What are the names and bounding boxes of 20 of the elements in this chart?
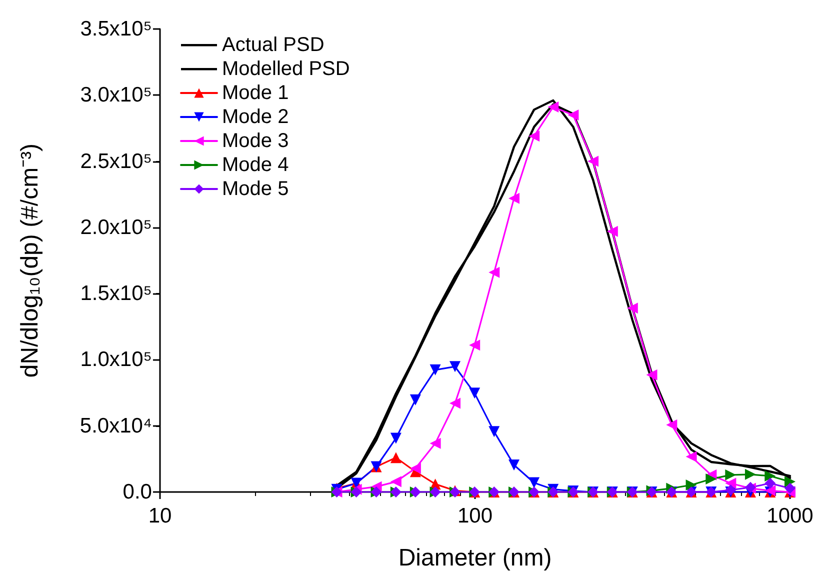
y-tick-label: 1.5x10⁵: [80, 282, 152, 306]
y-tick-label: 0.0: [122, 480, 152, 504]
x-axis-title: Diameter (nm): [398, 544, 552, 572]
y-tick-label: 3.0x10⁵: [80, 84, 152, 107]
y-tick-label: 1.0x10⁵: [80, 348, 152, 372]
legend-label: Modelled PSD: [222, 58, 350, 80]
legend-label: Mode 5: [222, 178, 289, 200]
y-axis-title: dN/dlog₁₀(dp) (#/cm⁻³): [16, 143, 44, 378]
legend-label: Mode 3: [222, 130, 289, 152]
legend-label: Mode 4: [222, 154, 289, 176]
y-tick-label: 2.5x10⁵: [80, 150, 152, 173]
legend-label: Actual PSD: [222, 34, 324, 56]
legend-label: Mode 1: [222, 82, 289, 104]
y-tick-label: 5.0x10⁴: [80, 414, 152, 438]
y-tick-label: 2.0x10⁵: [80, 216, 152, 239]
x-tick-label: 1000: [766, 504, 814, 528]
x-tick-label: 10: [148, 504, 172, 528]
y-tick-label: 3.5x10⁵: [80, 18, 152, 40]
x-tick-label: 100: [457, 504, 493, 528]
legend-label: Mode 2: [222, 106, 289, 128]
